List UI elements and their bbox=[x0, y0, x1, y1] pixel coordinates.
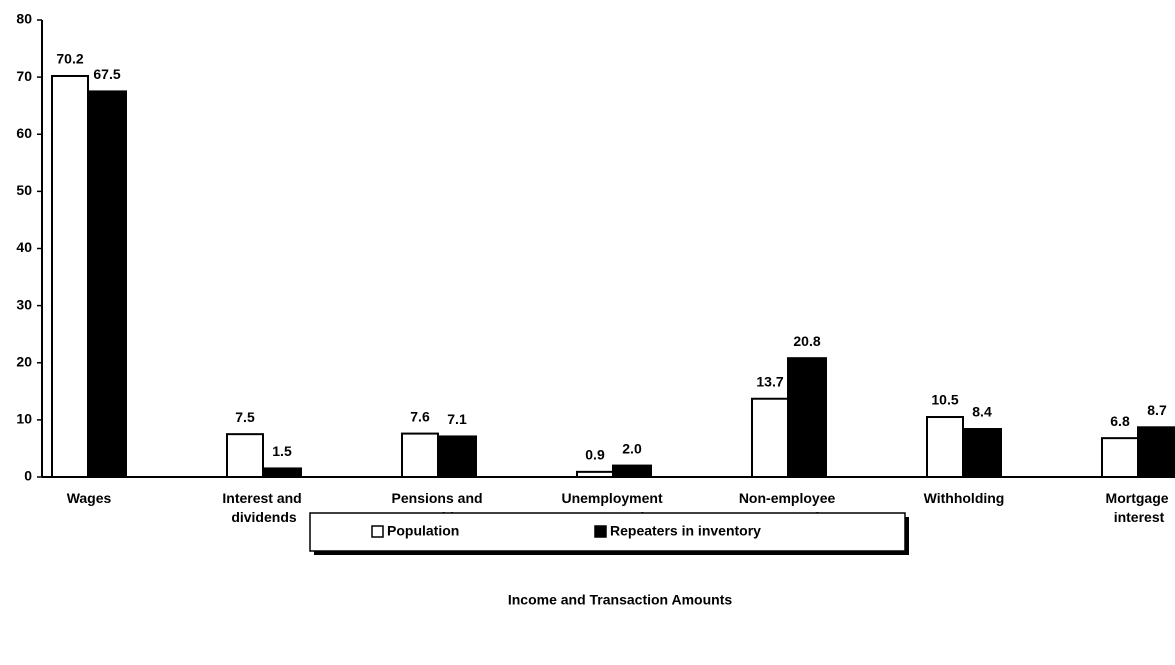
legend-label: Repeaters in inventory bbox=[610, 523, 761, 539]
data-label: 7.1 bbox=[447, 411, 467, 427]
data-label: 8.4 bbox=[972, 404, 992, 420]
data-label: 70.2 bbox=[56, 51, 83, 67]
data-label: 7.5 bbox=[235, 409, 255, 425]
bar bbox=[51, 74, 89, 478]
x-tick-label: Mortgage interest bbox=[1106, 490, 1173, 525]
data-label: 0.9 bbox=[585, 447, 605, 463]
bar bbox=[962, 428, 1002, 479]
data-label: 10.5 bbox=[931, 392, 958, 408]
bar bbox=[262, 467, 302, 478]
y-tick-label: 60 bbox=[16, 125, 32, 141]
legend-label: Population bbox=[387, 523, 459, 539]
x-tick-label: Interest and dividends bbox=[222, 490, 305, 525]
bar bbox=[401, 432, 439, 478]
bar bbox=[751, 397, 789, 478]
data-label: 8.7 bbox=[1147, 402, 1167, 418]
legend-box bbox=[309, 512, 906, 552]
bar bbox=[437, 435, 477, 479]
y-tick-label: 80 bbox=[16, 11, 32, 27]
data-label: 13.7 bbox=[756, 373, 783, 389]
bar bbox=[226, 433, 264, 478]
bar bbox=[1137, 426, 1175, 478]
y-tick-label: 20 bbox=[16, 353, 32, 369]
data-label: 2.0 bbox=[622, 440, 642, 456]
data-label: 67.5 bbox=[93, 66, 120, 82]
bar bbox=[1101, 437, 1139, 478]
y-tick-label: 40 bbox=[16, 239, 32, 255]
legend-swatch bbox=[594, 525, 607, 538]
x-axis-title: Income and Transaction Amounts bbox=[508, 592, 733, 608]
y-tick-label: 10 bbox=[16, 411, 32, 427]
x-tick-label: Withholding bbox=[924, 490, 1005, 506]
x-tick-label: Wages bbox=[67, 490, 112, 506]
bar bbox=[787, 357, 827, 478]
bar bbox=[926, 416, 964, 478]
legend-swatch bbox=[371, 525, 384, 538]
data-label: 20.8 bbox=[793, 333, 820, 349]
y-tick-label: 70 bbox=[16, 68, 32, 84]
bar bbox=[612, 464, 652, 479]
data-label: 1.5 bbox=[272, 443, 292, 459]
bar bbox=[576, 470, 614, 479]
y-tick-label: 50 bbox=[16, 182, 32, 198]
data-label: 6.8 bbox=[1110, 413, 1130, 429]
data-label: 7.6 bbox=[410, 408, 430, 424]
y-tick-label: 30 bbox=[16, 296, 32, 312]
y-tick-label: 0 bbox=[24, 468, 32, 484]
bar bbox=[87, 90, 127, 478]
